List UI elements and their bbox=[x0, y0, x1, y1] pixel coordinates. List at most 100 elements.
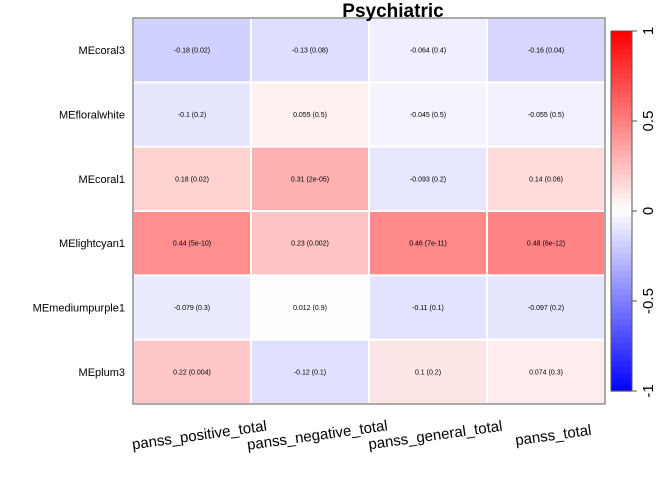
legend-color-step bbox=[611, 91, 632, 98]
heatmap-cell bbox=[488, 83, 604, 146]
row-label: MEcoral1 bbox=[79, 174, 125, 186]
heatmap-cells: -0.18 (0.02) -0.13 (0.08) -0.064 (0.4) -0.1… bbox=[134, 19, 604, 403]
chart-title: Psychiatric bbox=[342, 1, 444, 22]
cell-label: 0.055 (0.5) bbox=[293, 112, 327, 119]
cell-label: -0.11 (0.1) bbox=[412, 305, 444, 312]
legend-tick-label: -1 bbox=[640, 384, 657, 397]
legend-color-step bbox=[611, 325, 632, 332]
heatmap-cell bbox=[488, 276, 604, 339]
heatmap-cell bbox=[252, 83, 368, 146]
legend-tick-label: 0.5 bbox=[640, 111, 657, 132]
column-label: panss_total bbox=[514, 422, 592, 450]
heatmap-cell bbox=[488, 340, 604, 403]
heatmap-cell bbox=[488, 19, 604, 82]
heatmap-cell bbox=[252, 340, 368, 403]
row-label: MElightcyan1 bbox=[59, 238, 125, 250]
cell-label: 0.14 (0.06) bbox=[529, 176, 563, 183]
legend-color-step bbox=[611, 133, 632, 140]
cell-label: -0.097 (0.2) bbox=[528, 305, 564, 312]
legend-color-step bbox=[611, 319, 632, 326]
heatmap-cell bbox=[370, 276, 486, 339]
heatmap-cell bbox=[134, 340, 250, 403]
legend-color-step bbox=[611, 163, 632, 170]
legend-tick-label: 0 bbox=[640, 207, 657, 215]
legend-color-step bbox=[611, 181, 632, 188]
heatmap-cell bbox=[370, 147, 486, 210]
legend-color-step bbox=[611, 199, 632, 206]
legend-tick-label: 1 bbox=[640, 27, 657, 35]
legend-color-step bbox=[611, 361, 632, 368]
legend-color-step bbox=[611, 97, 632, 104]
legend-color-step bbox=[611, 283, 632, 290]
legend-color-step bbox=[611, 205, 632, 212]
legend-color-step bbox=[611, 211, 632, 218]
legend-color-step bbox=[611, 73, 632, 80]
cell-label: -0.12 (0.1) bbox=[294, 369, 326, 376]
cell-label: -0.045 (0.5) bbox=[410, 112, 446, 119]
heatmap-cell bbox=[134, 83, 250, 146]
heatmap-cell bbox=[134, 147, 250, 210]
legend-color-step bbox=[611, 103, 632, 110]
legend-color-step bbox=[611, 139, 632, 146]
heatmap-cell bbox=[488, 212, 604, 275]
cell-label: -0.1 (0.2) bbox=[178, 112, 206, 119]
legend-color-step bbox=[611, 151, 632, 158]
plot-border bbox=[132, 17, 606, 405]
legend-color-step bbox=[611, 337, 632, 344]
heatmap-cell bbox=[134, 276, 250, 339]
legend-color-step bbox=[611, 115, 632, 122]
cell-label: -0.093 (0.2) bbox=[410, 176, 446, 183]
legend-color-step bbox=[611, 289, 632, 296]
cell-label: 0.1 (0.2) bbox=[415, 369, 441, 376]
legend-color-step bbox=[611, 307, 632, 314]
legend-color-step bbox=[611, 157, 632, 164]
legend-color-step bbox=[611, 385, 632, 392]
legend-color-step bbox=[611, 109, 632, 116]
legend-color-step bbox=[611, 49, 632, 56]
heatmap-cell bbox=[252, 19, 368, 82]
heatmap-cell bbox=[370, 19, 486, 82]
heatmap-cell bbox=[134, 212, 250, 275]
legend-color-step bbox=[611, 295, 632, 302]
legend-color-step bbox=[611, 349, 632, 356]
cell-label: 0.46 (7e-11) bbox=[409, 241, 447, 248]
cell-label: -0.13 (0.08) bbox=[292, 48, 328, 55]
legend-color-step bbox=[611, 217, 632, 224]
cell-label: 0.074 (0.3) bbox=[529, 369, 563, 376]
legend-color-step bbox=[611, 67, 632, 74]
cell-label: -0.055 (0.5) bbox=[528, 112, 564, 119]
legend-color-step bbox=[611, 37, 632, 44]
row-label: MEcoral3 bbox=[79, 45, 125, 57]
legend-color-step bbox=[611, 127, 632, 134]
cell-label: -0.16 (0.04) bbox=[528, 48, 564, 55]
column-label: panss_general_total bbox=[367, 418, 503, 454]
heatmap-cell bbox=[252, 276, 368, 339]
legend-color-step bbox=[611, 145, 632, 152]
cell-label: 0.44 (5e-10) bbox=[173, 241, 211, 248]
heatmap-cell bbox=[488, 147, 604, 210]
cell-label: -0.079 (0.3) bbox=[174, 305, 210, 312]
legend-color-step bbox=[611, 175, 632, 182]
row-label: MEmediumpurple1 bbox=[33, 303, 125, 315]
legend-color-step bbox=[611, 235, 632, 242]
legend-color-step bbox=[611, 259, 632, 266]
cell-label: 0.22 (0.004) bbox=[173, 369, 211, 376]
cell-label: 0.18 (0.02) bbox=[175, 176, 209, 183]
legend-color-step bbox=[611, 247, 632, 254]
legend-color-step bbox=[611, 277, 632, 284]
legend-color-step bbox=[611, 85, 632, 92]
legend-color-step bbox=[611, 55, 632, 62]
legend-color-step bbox=[611, 187, 632, 194]
legend-color-step bbox=[611, 253, 632, 260]
heatmap-cell bbox=[370, 212, 486, 275]
heatmap-cell bbox=[370, 340, 486, 403]
legend-color-step bbox=[611, 367, 632, 374]
legend-color-step bbox=[611, 79, 632, 86]
column-labels: panss_positive_totalpanss_negative_total… bbox=[131, 417, 593, 454]
heatmap-cell bbox=[134, 19, 250, 82]
cell-label: 0.012 (0.9) bbox=[293, 305, 327, 312]
legend-color-step bbox=[611, 223, 632, 230]
legend-tick-label: -0.5 bbox=[640, 288, 657, 314]
legend-color-step bbox=[611, 301, 632, 308]
